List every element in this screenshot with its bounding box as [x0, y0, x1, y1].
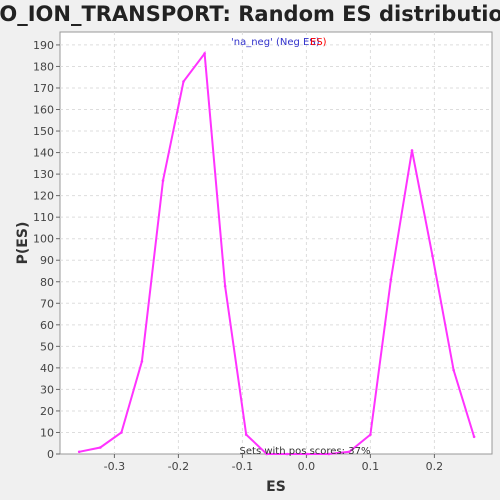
y-tick-label: 190	[33, 39, 54, 52]
series	[77, 50, 476, 456]
legend-entry-suffix: ES)	[310, 37, 327, 48]
data-point	[327, 452, 331, 456]
grid	[60, 32, 492, 454]
data-point	[77, 450, 81, 454]
x-tick-label: -0.2	[168, 460, 189, 473]
x-tick-label: -0.3	[104, 460, 125, 473]
y-axis-label: P(ES)	[15, 222, 31, 265]
data-point	[265, 452, 269, 456]
y-tick-label: 180	[33, 60, 54, 73]
data-point	[452, 368, 455, 372]
data-point	[389, 278, 393, 281]
x-tick-label: 0.0	[298, 460, 316, 473]
y-tick-label: 10	[40, 426, 54, 439]
y-tick-label: 120	[33, 190, 54, 203]
x-tick-label: 0.2	[426, 460, 444, 473]
y-tick-label: 30	[40, 383, 54, 396]
x-tick-label: -0.1	[232, 460, 253, 473]
y-tick-label: 90	[40, 254, 54, 267]
y-tick-label: 0	[47, 448, 54, 461]
data-point	[161, 179, 165, 182]
x-axis-label: ES	[266, 479, 286, 495]
y-tick-label: 20	[40, 405, 54, 418]
data-point	[223, 284, 227, 288]
plot-area	[59, 31, 493, 455]
data-point	[369, 433, 372, 436]
ticks: 0 10 20 30 40 50 60 70 80 90 100 110 120 130 140 150 160…	[33, 39, 443, 473]
data-point	[140, 360, 144, 363]
x-tick-label: 0.1	[362, 460, 380, 473]
pos-score-annotation: Sets with pos scores: 37%	[240, 446, 371, 457]
data-point	[431, 254, 434, 258]
y-tick-label: 70	[40, 297, 54, 310]
y-tick-label: 50	[40, 340, 54, 353]
data-point	[120, 431, 123, 434]
y-tick-label: 150	[33, 125, 54, 138]
data-point	[306, 452, 310, 456]
y-tick-label: 60	[40, 319, 54, 332]
y-tick-label: 170	[33, 82, 54, 95]
y-tick-label: 130	[33, 168, 54, 181]
y-tick-label: 40	[40, 362, 54, 375]
data-point	[203, 52, 206, 55]
data-point	[348, 450, 351, 454]
y-tick-label: 140	[33, 147, 54, 160]
data-point	[244, 433, 248, 436]
y-tick-label: 110	[33, 211, 54, 224]
data-point	[285, 452, 289, 456]
data-point	[410, 149, 414, 152]
legend-entry: 'na_neg' (Neg ES)	[231, 37, 320, 48]
y-tick-label: 160	[33, 104, 54, 117]
data-point	[182, 80, 185, 83]
series-line	[79, 50, 476, 455]
y-tick-label: 80	[40, 276, 54, 289]
y-tick-label: 100	[33, 233, 54, 246]
chart-title: GO_ION_TRANSPORT: Random ES distribution	[0, 2, 500, 26]
data-point	[472, 435, 476, 439]
data-point	[99, 446, 102, 449]
